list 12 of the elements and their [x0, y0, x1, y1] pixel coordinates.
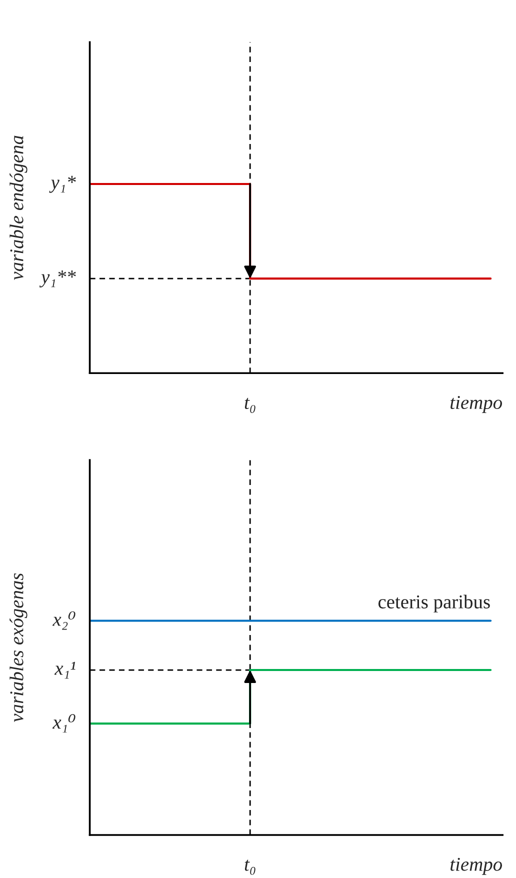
text: x₁⁰	[52, 714, 76, 733]
text: y₁*	[49, 176, 76, 193]
text: y₁**	[39, 270, 76, 288]
series-label: ceteris paribus	[378, 594, 490, 612]
text: x₁¹	[54, 662, 76, 679]
x-axis-title: tiempo	[450, 858, 502, 875]
y-axis-title: variable endógena	[10, 136, 28, 280]
x-axis-title: tiempo	[450, 396, 502, 414]
text: x₂⁰	[52, 611, 76, 630]
y-axis-title: variables exógenas	[10, 573, 28, 722]
text: t₀	[244, 398, 256, 413]
text: t₀	[244, 860, 256, 875]
